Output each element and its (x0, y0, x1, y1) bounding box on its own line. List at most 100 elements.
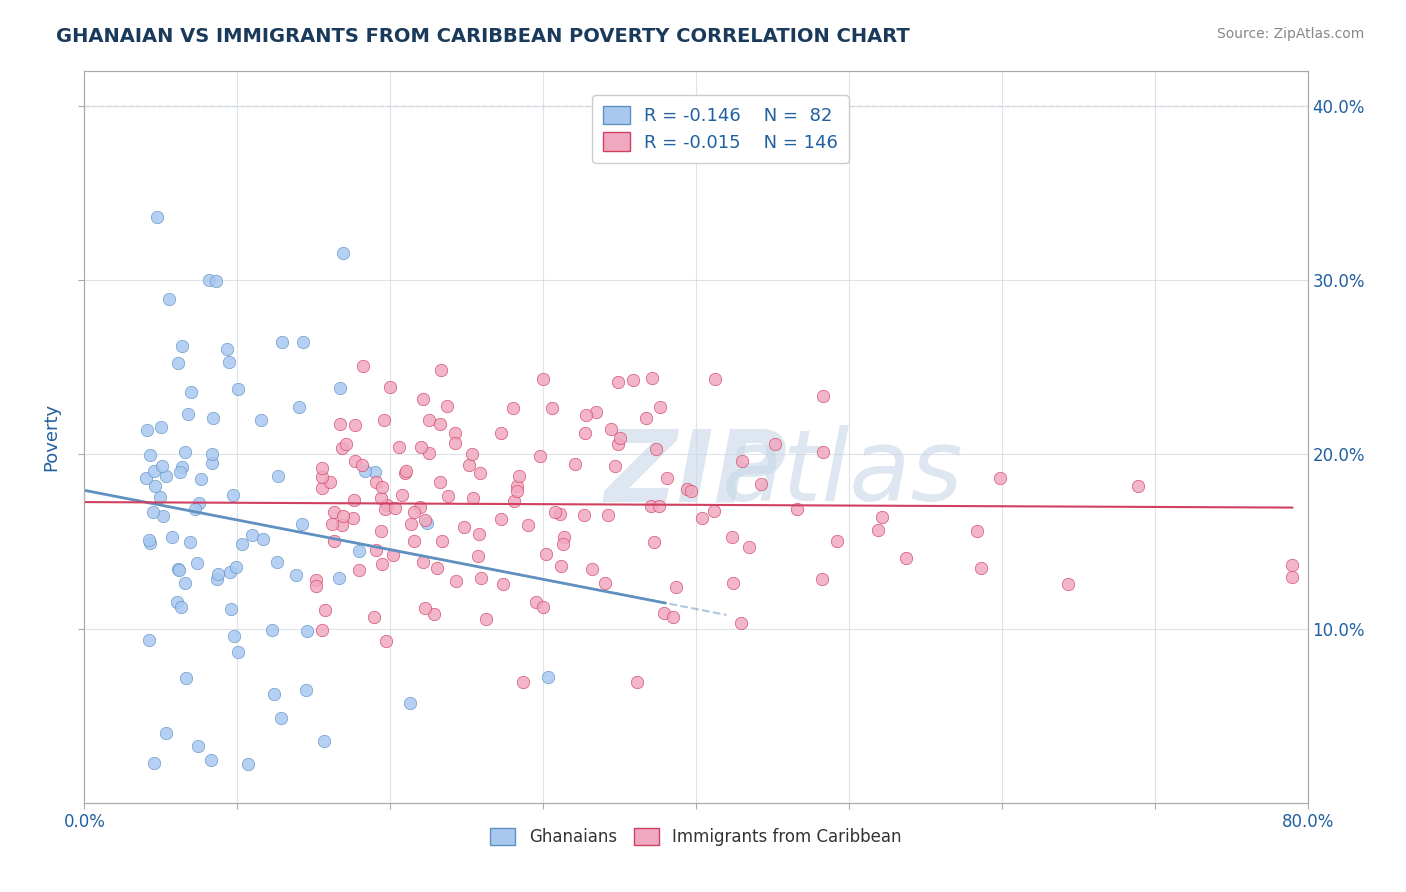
Point (186, 556, 208, 570)
Point (703, 504, 725, 518)
Point (225, 560, 247, 574)
Point (342, 511, 364, 525)
Point (143, 479, 166, 493)
Text: Source: ZipAtlas.com: Source: ZipAtlas.com (1216, 27, 1364, 41)
Point (404, 506, 426, 520)
Point (738, 540, 761, 554)
Point (370, 491, 392, 506)
Point (149, 420, 172, 434)
Point (474, 612, 496, 626)
Point (690, 511, 713, 525)
Point (329, 417, 352, 432)
Point (399, 517, 422, 532)
Point (988, 471, 1011, 485)
Point (467, 549, 489, 564)
Point (444, 574, 467, 589)
Point (463, 491, 485, 505)
Point (723, 576, 745, 591)
Point (364, 466, 387, 480)
Point (170, 339, 193, 353)
Point (263, 687, 285, 701)
Point (607, 375, 630, 389)
Point (166, 355, 188, 369)
Text: atlas: atlas (721, 425, 963, 522)
Point (311, 623, 333, 637)
Point (621, 373, 644, 387)
Point (429, 417, 451, 431)
Point (150, 459, 173, 474)
Point (502, 401, 524, 415)
Point (593, 576, 616, 591)
Point (870, 510, 893, 524)
Point (207, 567, 229, 582)
Point (219, 602, 242, 616)
Point (321, 517, 343, 532)
Point (366, 475, 388, 490)
Point (749, 476, 772, 491)
Point (426, 561, 449, 575)
Point (730, 615, 752, 630)
Point (506, 484, 529, 499)
Legend: Ghanaians, Immigrants from Caribbean: Ghanaians, Immigrants from Caribbean (484, 822, 908, 853)
Point (430, 533, 453, 548)
Point (180, 384, 202, 399)
Point (184, 501, 207, 516)
Text: ZIP: ZIP (605, 425, 787, 522)
Point (297, 624, 319, 639)
Point (142, 505, 165, 519)
Point (661, 609, 683, 624)
Point (416, 516, 439, 531)
Point (187, 739, 209, 754)
Point (173, 444, 195, 458)
Point (534, 547, 557, 561)
Point (544, 505, 567, 519)
Point (311, 460, 333, 475)
Point (204, 274, 226, 288)
Point (458, 458, 481, 472)
Point (436, 399, 458, 413)
Point (135, 471, 157, 485)
Point (453, 520, 475, 534)
Point (645, 442, 668, 456)
Point (332, 246, 354, 260)
Point (581, 562, 603, 576)
Point (145, 210, 167, 224)
Point (364, 542, 387, 557)
Point (332, 508, 354, 523)
Point (170, 600, 193, 615)
Point (444, 425, 467, 440)
Point (395, 464, 418, 478)
Point (371, 480, 394, 494)
Point (1056, 577, 1078, 591)
Point (267, 468, 290, 483)
Point (1126, 479, 1149, 493)
Point (374, 634, 396, 648)
Point (169, 465, 191, 479)
Point (363, 610, 385, 624)
Point (548, 507, 571, 521)
Point (721, 530, 744, 544)
Point (657, 470, 679, 484)
Point (218, 566, 240, 580)
Point (506, 479, 529, 493)
Point (643, 534, 665, 549)
Point (641, 370, 664, 384)
Point (266, 555, 288, 569)
Point (423, 607, 446, 621)
Point (139, 535, 162, 549)
Point (352, 359, 374, 373)
Point (240, 528, 263, 542)
Point (328, 571, 350, 585)
Point (512, 674, 534, 689)
Point (648, 400, 671, 414)
Point (437, 489, 460, 503)
Point (503, 494, 526, 508)
Point (388, 441, 411, 455)
Point (461, 447, 484, 461)
Point (305, 573, 328, 587)
Point (344, 454, 367, 468)
Point (270, 334, 292, 349)
Point (786, 502, 808, 516)
Point (418, 413, 440, 427)
Point (626, 675, 648, 690)
